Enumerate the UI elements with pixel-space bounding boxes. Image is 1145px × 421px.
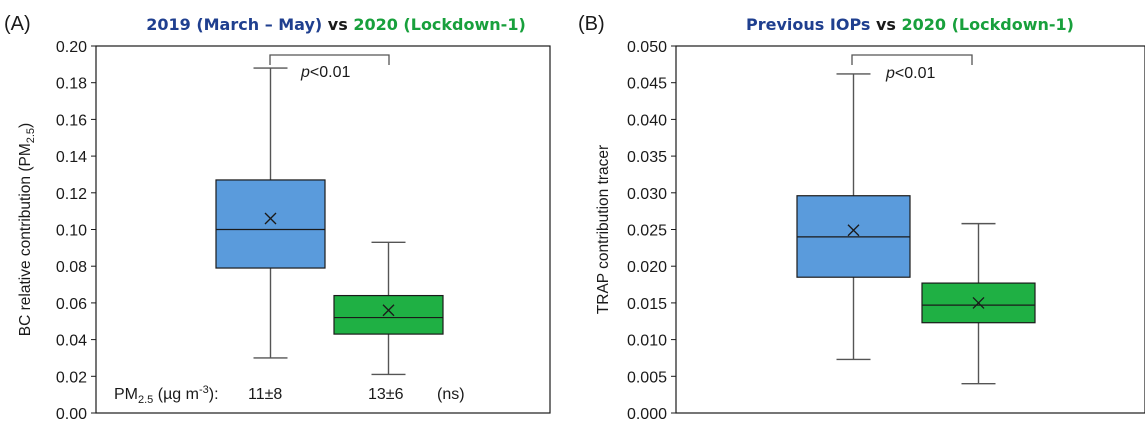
pm25-unit-end: ): [209,386,219,403]
y-axis-label-main: TRAP contribution tracer [595,145,612,314]
pm25-unit-sup: -3 [199,384,209,396]
y-tick-label: 0.040 [627,112,667,129]
y-tick-label: 0.02 [56,369,87,386]
y-tick-label: 0.04 [56,333,87,350]
y-tick-label: 0.10 [56,223,87,240]
y-tick-label: 0.00 [56,406,87,421]
panel-label: (A) [4,13,31,35]
panel-b: (B) Previous IOPs vs 2020 (Lockdown-1) 0.0… [578,13,1145,421]
p-value-p: p [885,65,895,82]
chart-title-part: 2019 (March – May) [146,15,322,34]
chart-title-part: 2020 (Lockdown-1) [353,15,525,34]
p-value-rest: <0.01 [310,64,351,81]
p-value-p: p [300,64,310,81]
pm25-prefix-sub: 2.5 [138,394,153,406]
y-tick-label: 0.16 [56,112,87,129]
y-tick-label: 0.045 [627,76,667,93]
p-value-rest: <0.01 [895,65,936,82]
y-tick-label: 0.06 [56,296,87,313]
panel-label: (B) [578,13,605,35]
box-1 [796,73,911,361]
y-tick-label: 0.20 [56,39,87,56]
chart-title: 2019 (March – May) vs 2020 (Lockdown-1) [146,15,526,34]
y-tick-label: 0.015 [627,296,667,313]
y-axis-label-end: ) [17,123,34,128]
y-axis-label-main: BC relative contribution (PM [17,143,34,336]
box-body [333,294,444,335]
pm25-annotation: PM2.5 (µg m-3): [114,384,219,406]
y-tick-label: 0.050 [627,39,667,56]
mean-marker [264,212,277,225]
box-2 [921,222,1036,385]
p-value-label: p<0.01 [885,65,935,82]
chart-title-part: Previous IOPs [746,15,870,34]
y-tick-label: 0.18 [56,76,87,93]
mean-marker [382,304,395,317]
pm25-unit: (µg m [153,386,199,403]
significance-bracket [851,54,973,65]
y-axis-label: TRAP contribution tracer [595,145,612,314]
y-axis-label-sub: 2.5 [25,128,37,143]
y-tick-label: 0.010 [627,333,667,350]
y-tick-label: 0.030 [627,186,667,203]
chart-title: Previous IOPs vs 2020 (Lockdown-1) [746,15,1074,34]
chart-title-part: vs [870,15,901,34]
chart-title-part: vs [322,15,353,34]
chart-title-part: 2020 (Lockdown-1) [902,15,1074,34]
pm25-value-2020: 13±6 [368,386,404,403]
box-1 [215,67,326,359]
pm25-value-2019: 11±8 [248,386,282,403]
y-tick-label: 0.020 [627,259,667,276]
pm25-prefix: PM [114,386,138,403]
y-tick-label: 0.08 [56,259,87,276]
significance-bracket [269,54,390,65]
y-axis-label: BC relative contribution (PM2.5) [17,123,37,336]
y-tick-label: 0.025 [627,223,667,240]
y-tick-label: 0.12 [56,186,87,203]
p-value-label: p<0.01 [300,64,350,81]
y-tick-label: 0.000 [627,406,667,421]
mean-marker [972,296,985,309]
pm25-significance: (ns) [437,386,465,403]
box-2 [333,241,444,376]
mean-marker [847,224,860,237]
y-tick-label: 0.005 [627,369,667,386]
box-body [215,179,326,269]
y-tick-label: 0.035 [627,149,667,166]
panel-a: (A) 2019 (March – May) vs 2020 (Lockdown-… [4,13,551,421]
y-tick-label: 0.14 [56,149,87,166]
